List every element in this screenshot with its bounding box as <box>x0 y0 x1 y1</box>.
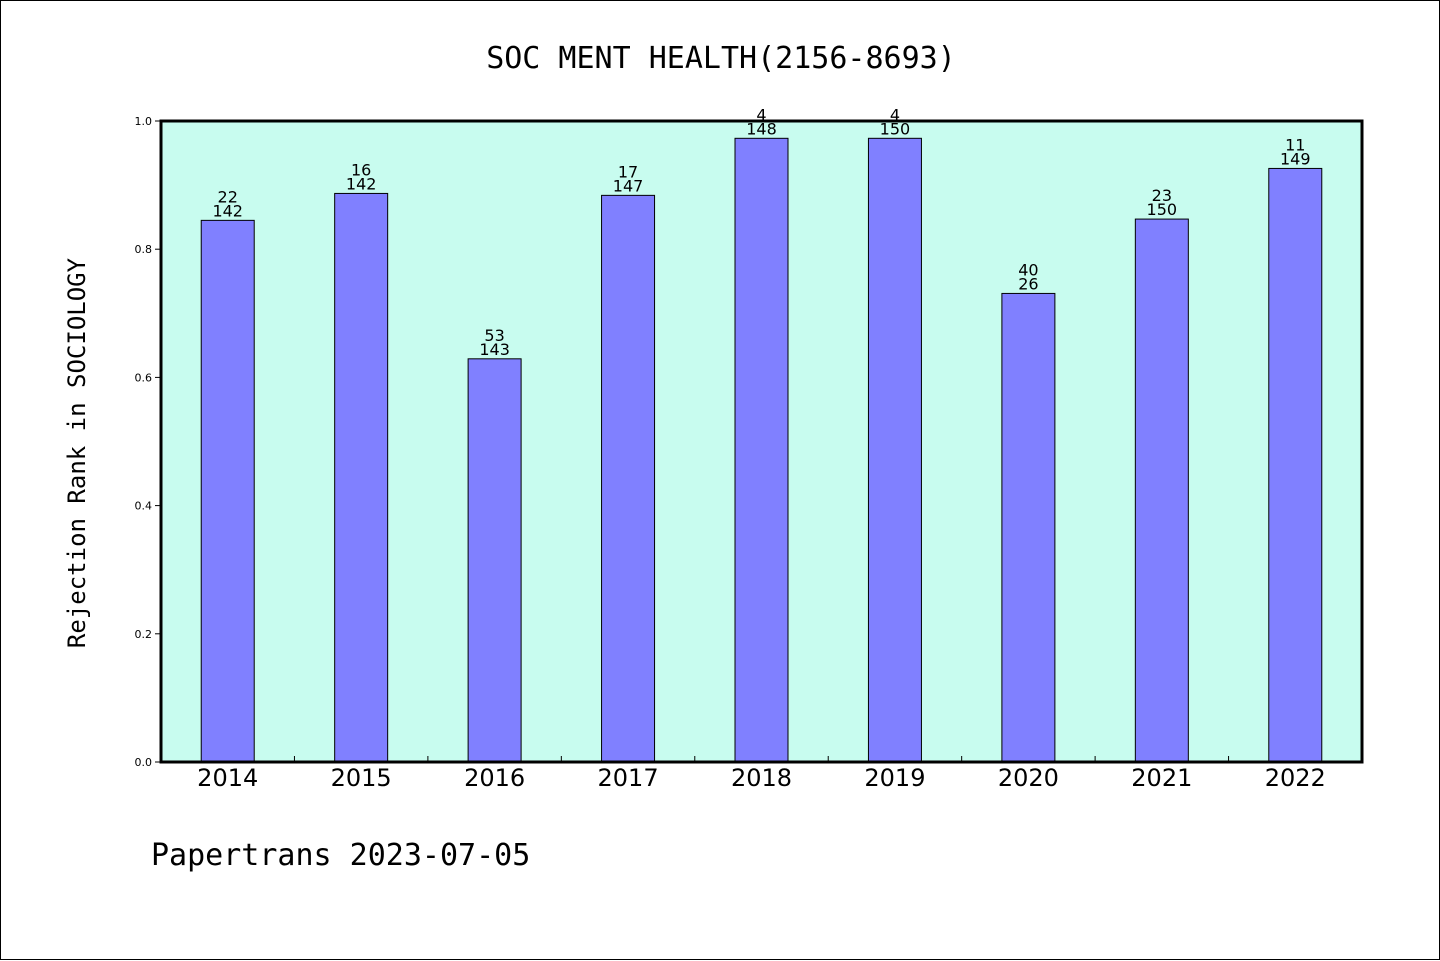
bar-2020 <box>1001 292 1056 763</box>
y-tick-label: 0.4 <box>135 500 153 513</box>
bar-2021 <box>1134 218 1189 763</box>
y-tick-label: 0.0 <box>135 756 153 769</box>
x-tick-label: 2021 <box>1131 764 1192 792</box>
bar-label-bottom: 142 <box>346 174 377 193</box>
bar-label-top: 11 <box>1285 135 1305 154</box>
y-tick-label: 0.6 <box>135 371 153 384</box>
bar-label-bottom: 150 <box>880 119 911 138</box>
x-tick-label: 2015 <box>331 764 392 792</box>
x-tick-label: 2018 <box>731 764 792 792</box>
bar-label-bottom: 142 <box>212 201 243 220</box>
bar-2016 <box>467 358 522 763</box>
bar-2017 <box>601 194 656 763</box>
x-tick-label: 2014 <box>197 764 258 792</box>
plot-border <box>159 119 1364 764</box>
bar-label-top: 53 <box>484 326 504 345</box>
bar-label-bottom: 143 <box>479 340 510 359</box>
x-tick-label: 2017 <box>598 764 659 792</box>
y-tick-label: 0.8 <box>135 243 153 256</box>
bar-2022 <box>1268 167 1323 763</box>
bar-label-bottom: 149 <box>1280 149 1311 168</box>
y-axis-label: Rejection Rank in SOCIOLOGY <box>63 257 91 648</box>
footer-credit: Papertrans 2023-07-05 <box>151 838 530 873</box>
bar-2018 <box>734 137 789 763</box>
bar-label-top: 4 <box>890 105 900 124</box>
bar-label-top: 22 <box>218 187 238 206</box>
bar-label-top: 17 <box>618 162 638 181</box>
bar-label-bottom: 147 <box>613 176 644 195</box>
bar-label-bottom: 150 <box>1147 200 1178 219</box>
bar-2014 <box>200 219 255 763</box>
y-tick-label: 0.2 <box>135 628 153 641</box>
bar-label-top: 4 <box>756 105 766 124</box>
x-tick-label: 2019 <box>864 764 925 792</box>
x-tick-label: 2016 <box>464 764 525 792</box>
bar-label-bottom: 26 <box>1018 274 1038 293</box>
bar-2019 <box>867 137 922 763</box>
bar-label-top: 16 <box>351 160 371 179</box>
bar-label-top: 40 <box>1018 260 1038 279</box>
y-tick-label: 1.0 <box>135 115 153 128</box>
bar-label-top: 23 <box>1152 186 1172 205</box>
chart-title: SOC MENT HEALTH(2156-8693) <box>486 41 956 76</box>
x-tick-label: 2022 <box>1265 764 1326 792</box>
bar-2015 <box>334 192 389 763</box>
bar-label-bottom: 148 <box>746 119 777 138</box>
x-tick-label: 2020 <box>998 764 1059 792</box>
